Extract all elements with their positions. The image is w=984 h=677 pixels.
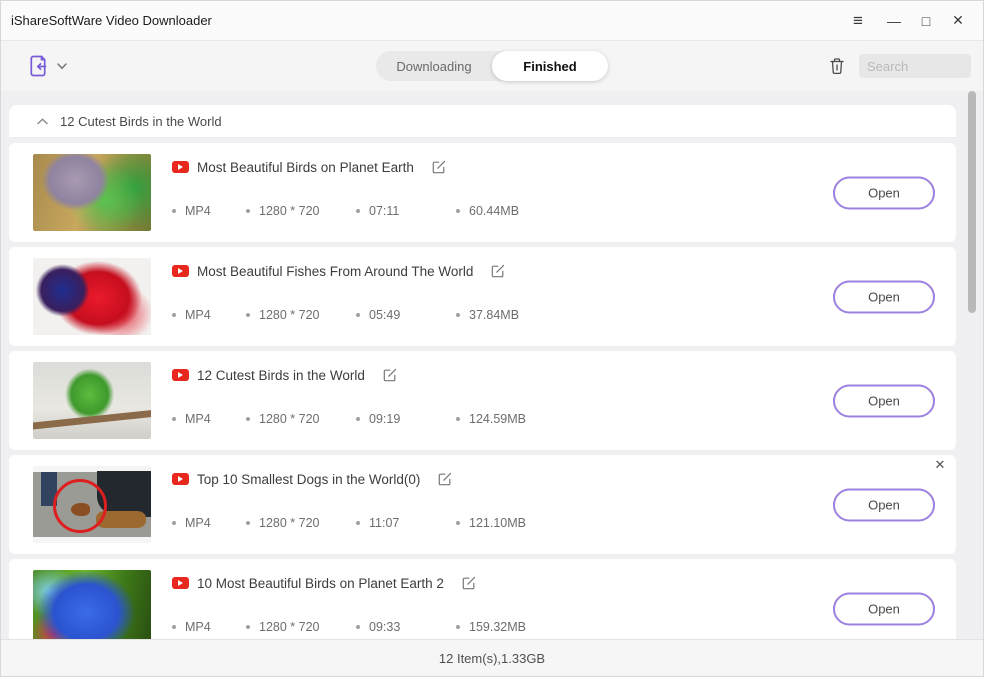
edit-icon[interactable] xyxy=(438,472,452,486)
download-list: 12 Cutest Birds in the World Most Beauti… xyxy=(1,91,983,639)
group-header[interactable]: 12 Cutest Birds in the World xyxy=(9,105,956,138)
video-resolution: 1280 * 720 xyxy=(246,620,356,634)
open-button[interactable]: Open xyxy=(833,280,935,313)
maximize-icon[interactable]: □ xyxy=(921,12,931,29)
search-input[interactable] xyxy=(859,54,971,78)
video-resolution: 1280 * 720 xyxy=(246,516,356,530)
chevron-up-icon[interactable] xyxy=(37,117,48,125)
youtube-icon xyxy=(172,161,189,173)
scrollbar-thumb[interactable] xyxy=(968,91,976,313)
tab-downloading[interactable]: Downloading xyxy=(396,58,472,74)
import-url-icon[interactable] xyxy=(27,54,49,78)
edit-icon[interactable] xyxy=(462,576,476,590)
download-item[interactable]: 10 Most Beautiful Birds on Planet Earth … xyxy=(9,559,956,639)
red-circle-annotation xyxy=(53,479,107,533)
video-size: 121.10MB xyxy=(456,516,526,530)
items-summary: 12 Item(s),1.33GB xyxy=(438,650,546,666)
video-duration: 05:49 xyxy=(356,308,456,322)
youtube-icon xyxy=(172,369,189,381)
edit-icon[interactable] xyxy=(491,264,505,278)
download-item[interactable]: Most Beautiful Birds on Planet Earth MP4… xyxy=(9,143,956,242)
video-resolution: 1280 * 720 xyxy=(246,412,356,426)
tab-finished[interactable]: Finished xyxy=(492,51,608,81)
youtube-icon xyxy=(172,577,189,589)
minimize-icon[interactable]: — xyxy=(887,12,901,29)
video-size: 60.44MB xyxy=(456,204,519,218)
download-item[interactable]: Top 10 Smallest Dogs in the World(0) MP4… xyxy=(9,455,956,554)
video-title: Top 10 Smallest Dogs in the World(0) xyxy=(197,471,421,487)
video-thumbnail-smallest-dog xyxy=(33,466,151,543)
video-format: MP4 xyxy=(172,204,246,218)
video-thumbnail-nicobar-pigeon xyxy=(33,154,151,231)
menu-icon[interactable]: ≡ xyxy=(853,10,863,30)
video-thumbnail-betta-fish xyxy=(33,258,151,335)
group-title: 12 Cutest Birds in the World xyxy=(60,113,222,129)
video-title: 12 Cutest Birds in the World xyxy=(197,367,365,383)
video-format: MP4 xyxy=(172,412,246,426)
tab-switcher: Downloading Finished xyxy=(376,51,608,81)
video-title: 10 Most Beautiful Birds on Planet Earth … xyxy=(197,575,444,591)
video-thumbnail-cuban-tody xyxy=(33,362,151,439)
titlebar: iShareSoftWare Video Downloader ≡ — □ ✕ xyxy=(1,1,983,41)
video-size: 37.84MB xyxy=(456,308,519,322)
video-title: Most Beautiful Birds on Planet Earth xyxy=(197,159,414,175)
video-resolution: 1280 * 720 xyxy=(246,204,356,218)
edit-icon[interactable] xyxy=(432,160,446,174)
trash-icon[interactable] xyxy=(829,57,845,75)
download-item[interactable]: Most Beautiful Fishes From Around The Wo… xyxy=(9,247,956,346)
chevron-down-icon[interactable] xyxy=(57,62,67,70)
remove-item-icon[interactable]: ✕ xyxy=(934,457,946,472)
video-resolution: 1280 * 720 xyxy=(246,308,356,322)
youtube-icon xyxy=(172,473,189,485)
edit-icon[interactable] xyxy=(383,368,397,382)
video-duration: 11:07 xyxy=(356,516,456,530)
video-format: MP4 xyxy=(172,620,246,634)
statusbar: 12 Item(s),1.33GB xyxy=(1,639,983,676)
video-size: 159.32MB xyxy=(456,620,526,634)
open-button[interactable]: Open xyxy=(833,176,935,209)
window-controls: ≡ — □ ✕ xyxy=(841,6,973,36)
video-thumbnail-victoria-crowned-pigeon xyxy=(33,570,151,639)
video-format: MP4 xyxy=(172,308,246,322)
video-size: 124.59MB xyxy=(456,412,526,426)
toolbar: Downloading Finished xyxy=(1,41,983,91)
video-duration: 09:33 xyxy=(356,620,456,634)
video-duration: 07:11 xyxy=(356,204,456,218)
open-button[interactable]: Open xyxy=(833,384,935,417)
video-format: MP4 xyxy=(172,516,246,530)
video-title: Most Beautiful Fishes From Around The Wo… xyxy=(197,263,474,279)
video-duration: 09:19 xyxy=(356,412,456,426)
close-icon[interactable]: ✕ xyxy=(952,12,964,28)
window-title: iShareSoftWare Video Downloader xyxy=(11,13,212,28)
download-item[interactable]: 12 Cutest Birds in the World MP4 1280 * … xyxy=(9,351,956,450)
open-button[interactable]: Open xyxy=(833,488,935,521)
open-button[interactable]: Open xyxy=(833,592,935,625)
youtube-icon xyxy=(172,265,189,277)
